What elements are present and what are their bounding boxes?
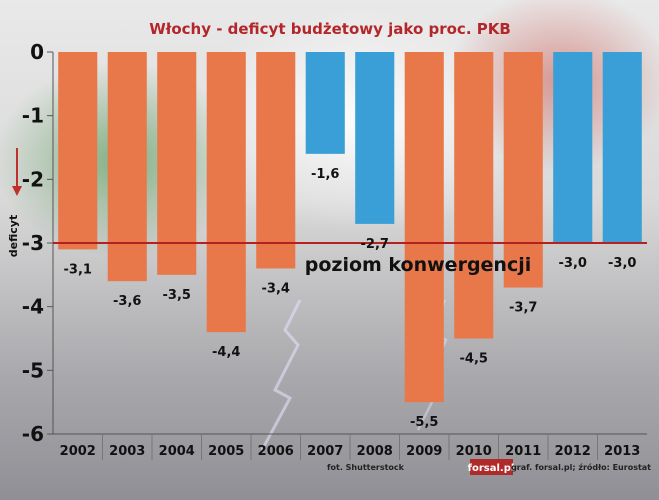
y-axis-label-group: deficyt (7, 148, 22, 257)
data-label: -4,5 (460, 352, 488, 367)
down-arrow-icon (12, 186, 22, 196)
x-tick-label: 2007 (307, 444, 343, 459)
data-label: -3,6 (113, 294, 141, 309)
x-tick-label: 2002 (60, 444, 96, 459)
bar (553, 52, 593, 243)
x-tick-label: 2006 (258, 444, 294, 459)
bar (355, 52, 395, 224)
bar (58, 52, 98, 250)
y-tick-label: -4 (22, 295, 44, 319)
bar (454, 52, 494, 339)
x-tick-label: 2011 (505, 444, 541, 459)
bar (503, 52, 543, 288)
data-label: -3,0 (608, 256, 636, 271)
bars (58, 52, 642, 403)
data-label: -2,7 (361, 237, 389, 252)
x-tick-label: 2009 (406, 444, 442, 459)
chart-title: Włochy - deficyt budżetowy jako proc. PK… (149, 20, 511, 38)
credits: fot. Shutterstock forsal.pl graf. forsal… (327, 459, 651, 475)
data-label: -3,1 (64, 262, 92, 277)
x-tick-label: 2005 (208, 444, 244, 459)
bar (206, 52, 246, 333)
y-tick-label: 0 (30, 40, 44, 64)
data-label: -3,0 (559, 256, 587, 271)
logo-box (470, 459, 513, 475)
data-labels: -3,1 -3,6 -3,5 -4,4 -3,4 -1,6 -2,7 -5,5 -4,5 -3,7… (64, 167, 637, 430)
y-tick-label: -5 (22, 358, 44, 382)
reference-line-group: poziom konwergencji (53, 242, 647, 276)
bar (256, 52, 296, 269)
data-label: -3,7 (509, 301, 537, 316)
data-label: -1,6 (311, 167, 339, 182)
data-label: -3,5 (163, 288, 191, 303)
y-tick-label: -6 (22, 422, 44, 446)
logo-text: forsal.pl (468, 463, 515, 474)
y-axis-label: deficyt (7, 215, 20, 257)
x-ticks: 2002 2003 2004 2005 2006 2007 2008 2009 2010 2011… (60, 434, 640, 460)
photo-credit: fot. Shutterstock (327, 463, 405, 472)
bar (157, 52, 197, 275)
data-label: -4,4 (212, 345, 240, 360)
y-tick-label: -2 (22, 167, 44, 191)
reference-line-label: poziom konwergencji (305, 254, 532, 276)
y-tick-label: -3 (22, 231, 44, 255)
data-label: -3,4 (262, 281, 290, 296)
x-tick-label: 2013 (604, 444, 640, 459)
y-ticks: 0 -1 -2 -3 -4 -5 -6 (22, 40, 53, 446)
bar (602, 52, 642, 243)
x-tick-label: 2008 (357, 444, 393, 459)
y-tick-label: -1 (22, 104, 44, 128)
bar (404, 52, 444, 403)
bar (107, 52, 147, 282)
x-tick-label: 2004 (159, 444, 195, 459)
x-tick-label: 2003 (109, 444, 145, 459)
bar (305, 52, 345, 154)
x-tick-label: 2012 (555, 444, 591, 459)
data-label: -5,5 (410, 415, 438, 430)
x-tick-label: 2010 (456, 444, 492, 459)
source-credit: graf. forsal.pl; źródło: Eurostat (511, 462, 651, 472)
